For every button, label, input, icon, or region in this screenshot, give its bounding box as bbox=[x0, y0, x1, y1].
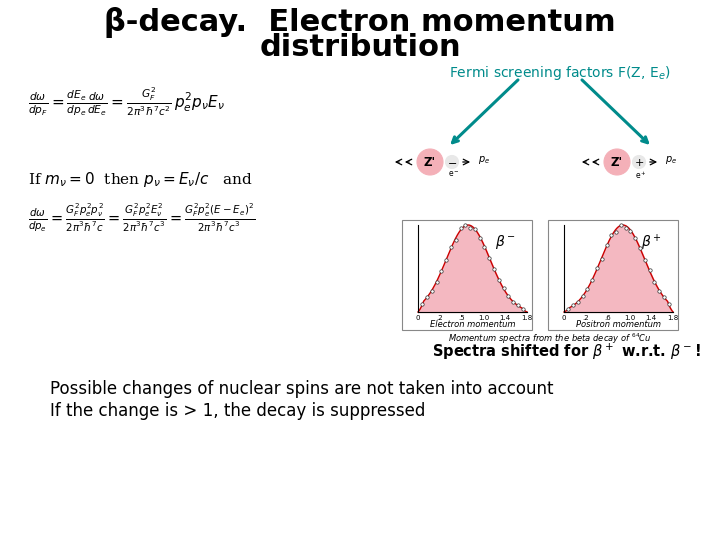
Point bbox=[483, 253, 495, 262]
Point bbox=[517, 305, 528, 313]
Text: Spectra shifted for $\beta^+$ w.r.t. $\beta^-$!: Spectra shifted for $\beta^+$ w.r.t. $\b… bbox=[432, 342, 701, 362]
Circle shape bbox=[417, 149, 443, 175]
Point bbox=[562, 305, 574, 313]
Text: 1.4: 1.4 bbox=[500, 315, 510, 321]
Point bbox=[431, 278, 443, 286]
Text: Z': Z' bbox=[424, 156, 436, 168]
Text: If the change is > 1, the decay is suppressed: If the change is > 1, the decay is suppr… bbox=[50, 402, 426, 420]
Text: $p_e$: $p_e$ bbox=[665, 154, 677, 166]
Text: Electron momentum: Electron momentum bbox=[430, 320, 516, 329]
Text: 1.0: 1.0 bbox=[478, 315, 489, 321]
Point bbox=[426, 286, 438, 295]
Text: Z': Z' bbox=[611, 156, 623, 168]
Text: distribution: distribution bbox=[259, 33, 461, 62]
Text: Momentum spectra from the beta decay of $^{64}$Cu: Momentum spectra from the beta decay of … bbox=[448, 332, 652, 346]
Point bbox=[512, 301, 523, 310]
Point bbox=[611, 227, 622, 236]
Point bbox=[577, 292, 588, 301]
Text: $p_e$: $p_e$ bbox=[478, 154, 490, 166]
Point bbox=[596, 254, 608, 263]
Point bbox=[572, 298, 584, 306]
Text: 1.8: 1.8 bbox=[667, 315, 679, 321]
Text: e$^+$: e$^+$ bbox=[635, 169, 647, 181]
Point bbox=[488, 265, 500, 273]
Point bbox=[474, 234, 485, 242]
Point bbox=[469, 225, 481, 233]
Point bbox=[436, 267, 447, 275]
Text: .5: .5 bbox=[459, 315, 465, 321]
Point bbox=[629, 234, 641, 242]
Point bbox=[498, 284, 509, 293]
Point bbox=[445, 243, 456, 252]
Bar bbox=[548, 220, 678, 330]
Point bbox=[493, 275, 505, 284]
Text: $\beta^+$: $\beta^+$ bbox=[641, 232, 662, 253]
Point bbox=[634, 244, 646, 253]
Point bbox=[459, 221, 471, 230]
Point bbox=[508, 298, 519, 306]
Text: e$^-$: e$^-$ bbox=[448, 169, 460, 179]
Point bbox=[455, 224, 467, 233]
Text: .6: .6 bbox=[604, 315, 611, 321]
Text: .2: .2 bbox=[436, 315, 443, 321]
Text: .2: .2 bbox=[582, 315, 589, 321]
Text: $\frac{d\omega}{dp_F} = \frac{dE_e}{dp_e}\frac{d\omega}{dE_e} = \frac{G_F^2}{2\p: $\frac{d\omega}{dp_F} = \frac{dE_e}{dp_e… bbox=[28, 85, 225, 118]
Text: β-decay.  Electron momentum: β-decay. Electron momentum bbox=[104, 7, 616, 38]
Point bbox=[625, 227, 636, 235]
Text: Fermi screening factors F(Z, E$_e$): Fermi screening factors F(Z, E$_e$) bbox=[449, 64, 671, 82]
Point bbox=[600, 240, 612, 249]
Point bbox=[644, 266, 655, 274]
Point bbox=[567, 301, 579, 310]
Point bbox=[620, 224, 631, 232]
Point bbox=[663, 300, 675, 308]
Text: 1.4: 1.4 bbox=[646, 315, 657, 321]
Text: 1.0: 1.0 bbox=[624, 315, 635, 321]
Point bbox=[606, 231, 617, 239]
Text: 0: 0 bbox=[415, 315, 420, 321]
Point bbox=[639, 255, 651, 264]
Point bbox=[421, 293, 433, 301]
Point bbox=[479, 243, 490, 252]
Point bbox=[591, 264, 603, 273]
Text: $\frac{d\omega}{dp_e} = \frac{G_F^2 p_e^2 p_\nu^2}{2\pi^3\hbar^7c} = \frac{G_F^2: $\frac{d\omega}{dp_e} = \frac{G_F^2 p_e^… bbox=[28, 202, 255, 234]
Point bbox=[615, 221, 626, 230]
Point bbox=[653, 286, 665, 295]
Text: Possible changes of nuclear spins are not taken into account: Possible changes of nuclear spins are no… bbox=[50, 380, 554, 398]
Text: Positron momentum: Positron momentum bbox=[576, 320, 661, 329]
Text: 1.8: 1.8 bbox=[521, 315, 533, 321]
Point bbox=[417, 300, 428, 309]
Point bbox=[649, 278, 660, 286]
Point bbox=[464, 224, 476, 232]
Text: $-$: $-$ bbox=[447, 157, 457, 167]
Text: If $m_\nu = 0$  then $p_\nu = E_\nu/c$   and: If $m_\nu = 0$ then $p_\nu = E_\nu/c$ an… bbox=[28, 170, 253, 189]
Bar bbox=[402, 220, 532, 330]
Circle shape bbox=[604, 149, 630, 175]
Circle shape bbox=[446, 156, 459, 168]
Point bbox=[450, 235, 462, 244]
Text: $\beta^-$: $\beta^-$ bbox=[495, 233, 516, 252]
Text: 0: 0 bbox=[562, 315, 566, 321]
Text: $+$: $+$ bbox=[634, 157, 644, 167]
Point bbox=[658, 293, 670, 301]
Point bbox=[441, 256, 452, 265]
Point bbox=[582, 285, 593, 293]
Point bbox=[587, 276, 598, 285]
Point bbox=[503, 292, 514, 301]
Circle shape bbox=[632, 156, 646, 168]
